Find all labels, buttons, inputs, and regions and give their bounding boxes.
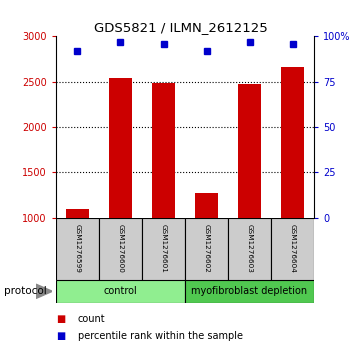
Bar — [56, 280, 185, 303]
Text: GSM1276602: GSM1276602 — [204, 224, 209, 273]
Text: count: count — [78, 314, 105, 325]
Text: ■: ■ — [56, 331, 65, 341]
Text: control: control — [104, 286, 137, 296]
Bar — [271, 218, 314, 280]
Bar — [185, 218, 228, 280]
Text: myofibroblast depletion: myofibroblast depletion — [191, 286, 308, 296]
Bar — [228, 218, 271, 280]
Text: GSM1276601: GSM1276601 — [161, 224, 166, 273]
Text: percentile rank within the sample: percentile rank within the sample — [78, 331, 243, 341]
Bar — [99, 218, 142, 280]
Bar — [66, 209, 89, 218]
Text: protocol: protocol — [4, 286, 46, 296]
Bar — [238, 85, 261, 218]
Text: ■: ■ — [56, 314, 65, 325]
Text: GSM1276603: GSM1276603 — [247, 224, 253, 273]
Bar — [142, 218, 185, 280]
Bar — [152, 82, 175, 218]
Text: GDS5821 / ILMN_2612125: GDS5821 / ILMN_2612125 — [93, 21, 268, 34]
Bar — [185, 280, 314, 303]
Text: GSM1276599: GSM1276599 — [74, 224, 81, 273]
Bar — [195, 193, 218, 218]
Bar — [281, 67, 304, 218]
Bar — [109, 78, 132, 218]
Text: GSM1276604: GSM1276604 — [290, 224, 296, 273]
Polygon shape — [36, 284, 52, 298]
Text: GSM1276600: GSM1276600 — [117, 224, 123, 273]
Bar — [56, 218, 99, 280]
